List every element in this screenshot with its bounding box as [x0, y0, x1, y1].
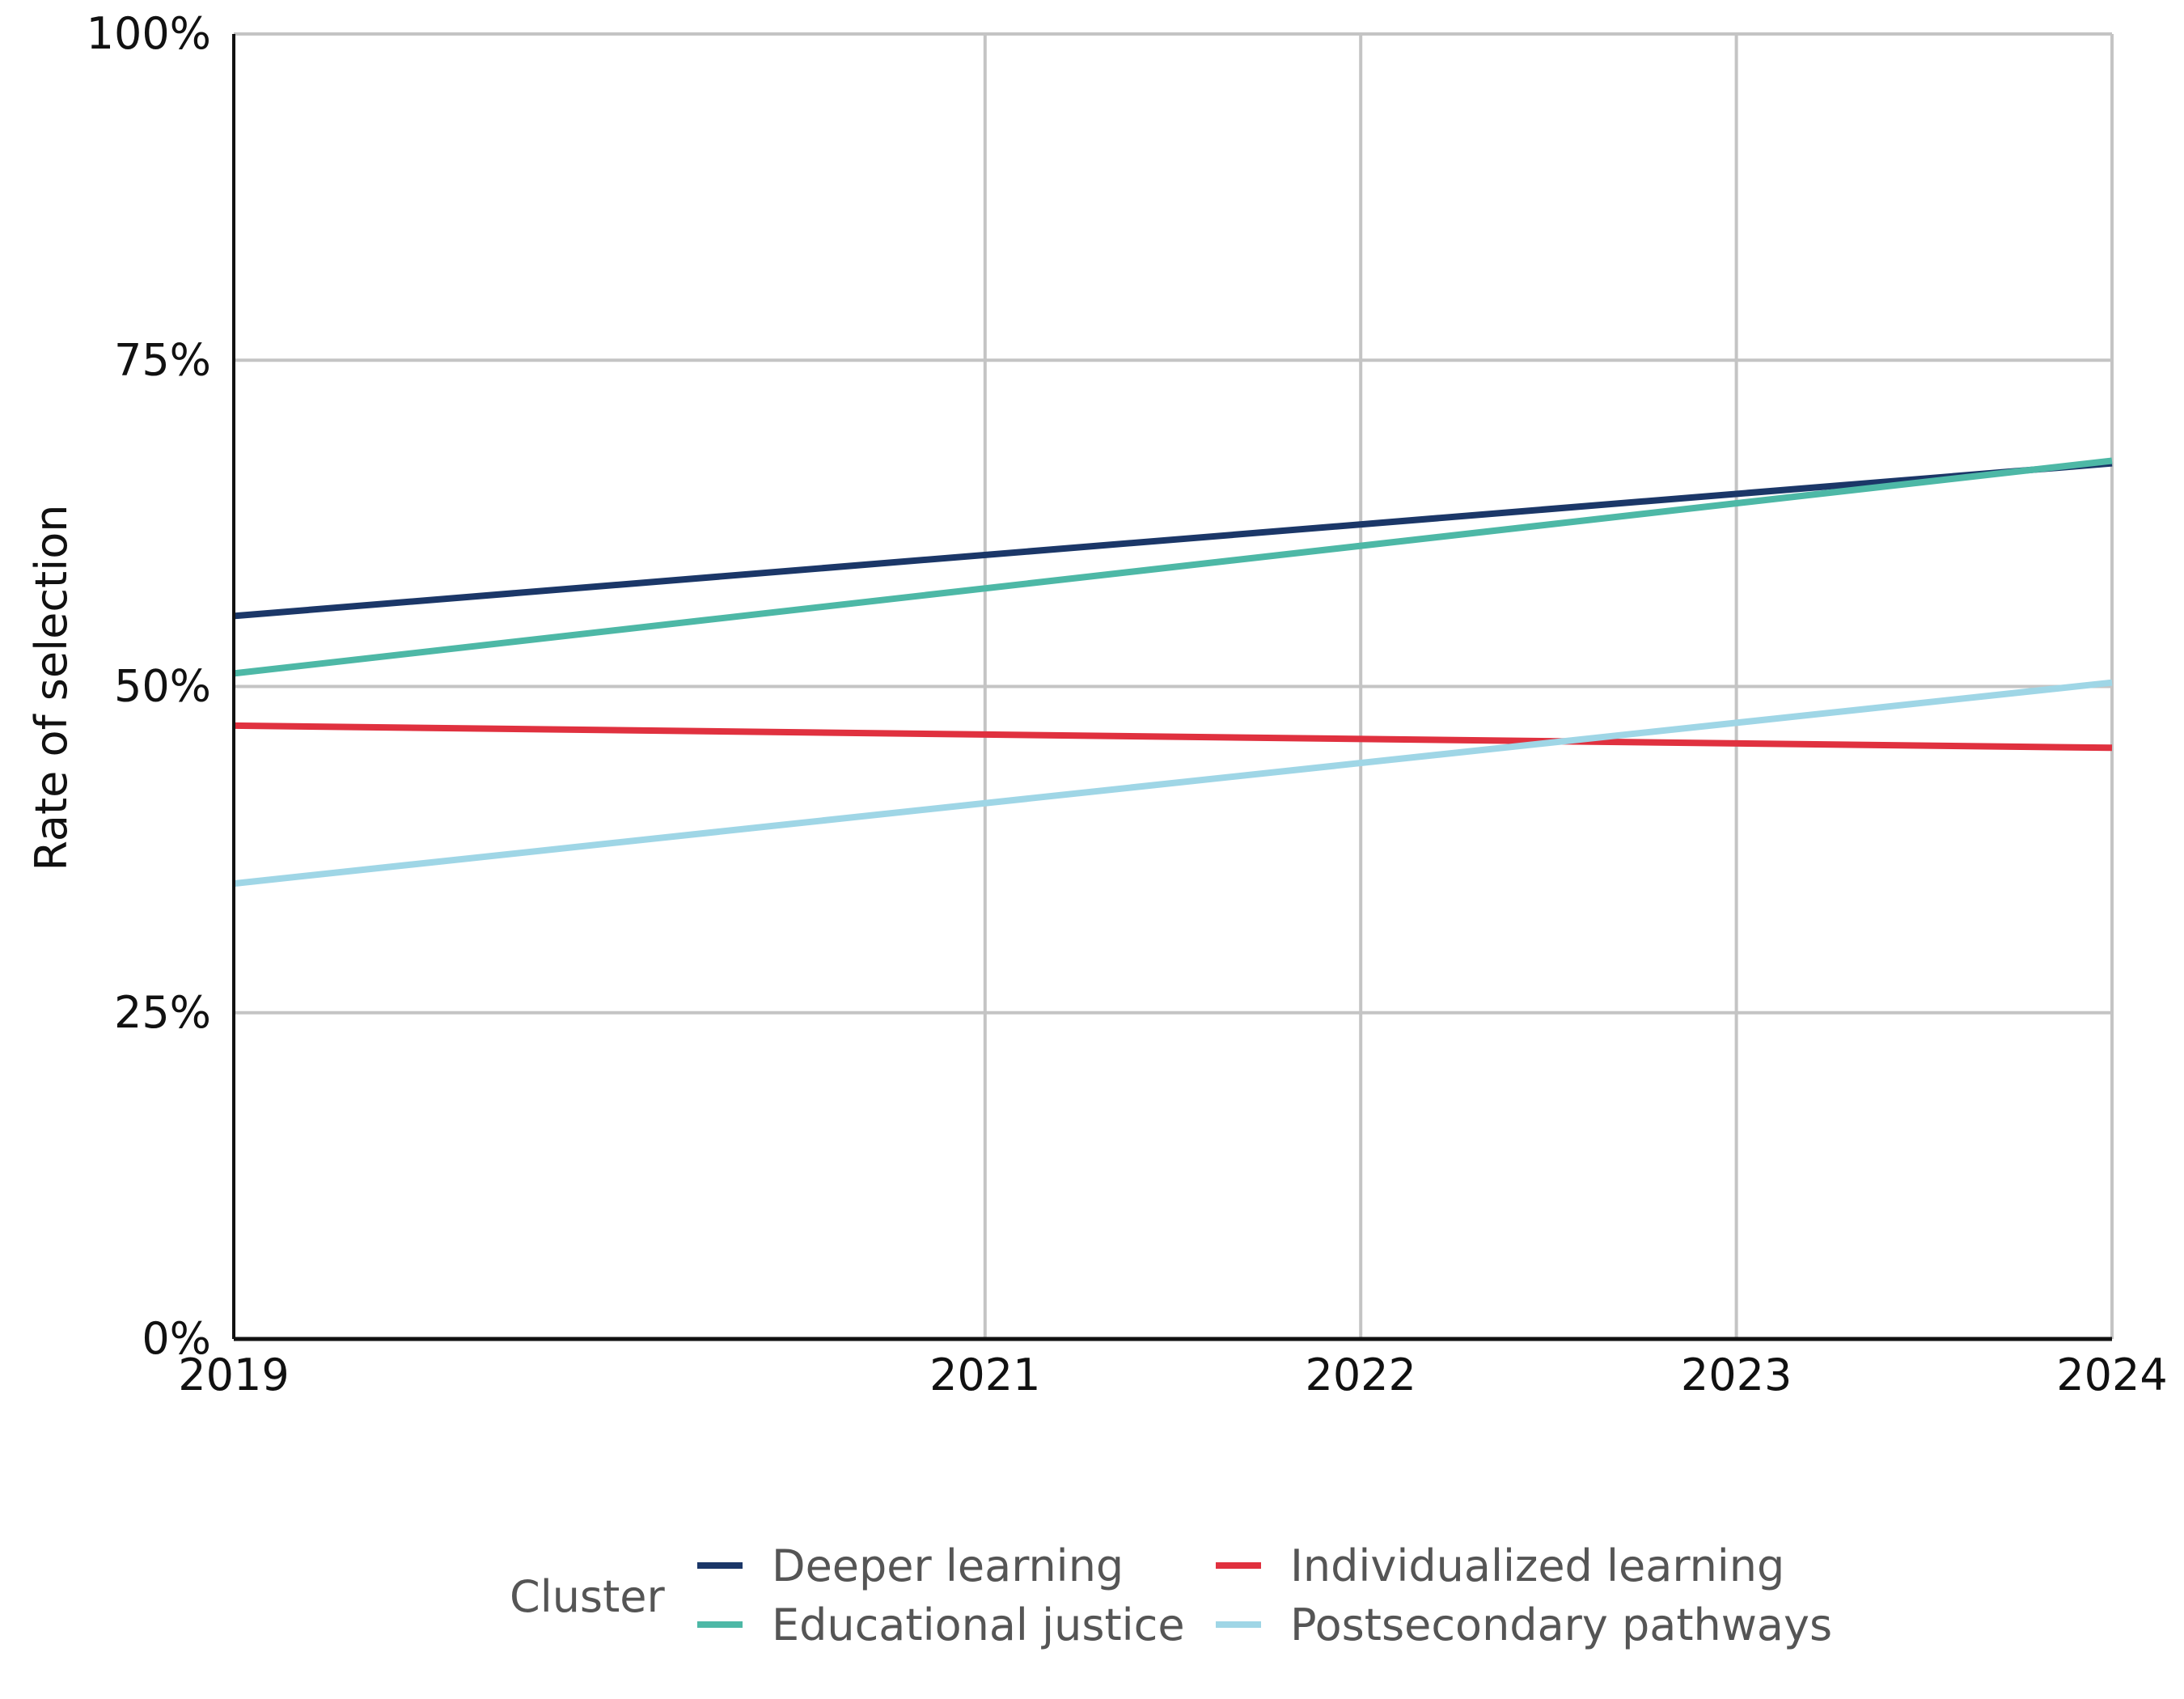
series-line-0 [233, 460, 2113, 620]
grid-lines [232, 32, 2114, 1341]
x-tick-label-2: 2022 [1305, 1349, 1416, 1400]
legend-label-0: Deeper learning [772, 1540, 1124, 1591]
series-line-1 [233, 457, 2113, 677]
legend-label-1: Educational justice [772, 1599, 1185, 1650]
y-tick-label-1: 25% [114, 987, 211, 1038]
series-line-3 [233, 679, 2113, 888]
x-tick-label-3: 2023 [1681, 1349, 1792, 1400]
legend-label-2: Individualized learning [1290, 1540, 1784, 1591]
x-tick-label-0: 2019 [178, 1349, 289, 1400]
legend-title: Cluster [510, 1571, 665, 1622]
y-tick-label-2: 50% [114, 661, 211, 712]
x-tick-label-1: 2021 [929, 1349, 1040, 1400]
y-tick-labels: 0% 25% 50% 75% 100% [87, 8, 211, 1364]
y-tick-label-0: 0% [142, 1313, 211, 1364]
y-axis-label: Rate of selection [26, 505, 77, 871]
x-tick-label-4: 2024 [2056, 1349, 2167, 1400]
series-line-2 [233, 722, 2113, 752]
legend-label-3: Postsecondary pathways [1290, 1599, 1832, 1650]
legend: Cluster Deeper learning Educational justi… [510, 1540, 1832, 1650]
series-lines [233, 457, 2113, 888]
axes [232, 34, 2112, 1341]
x-tick-labels: 2019 2021 2022 2023 2024 [178, 1349, 2167, 1400]
y-tick-label-4: 100% [87, 8, 211, 59]
y-tick-label-3: 75% [114, 334, 211, 385]
